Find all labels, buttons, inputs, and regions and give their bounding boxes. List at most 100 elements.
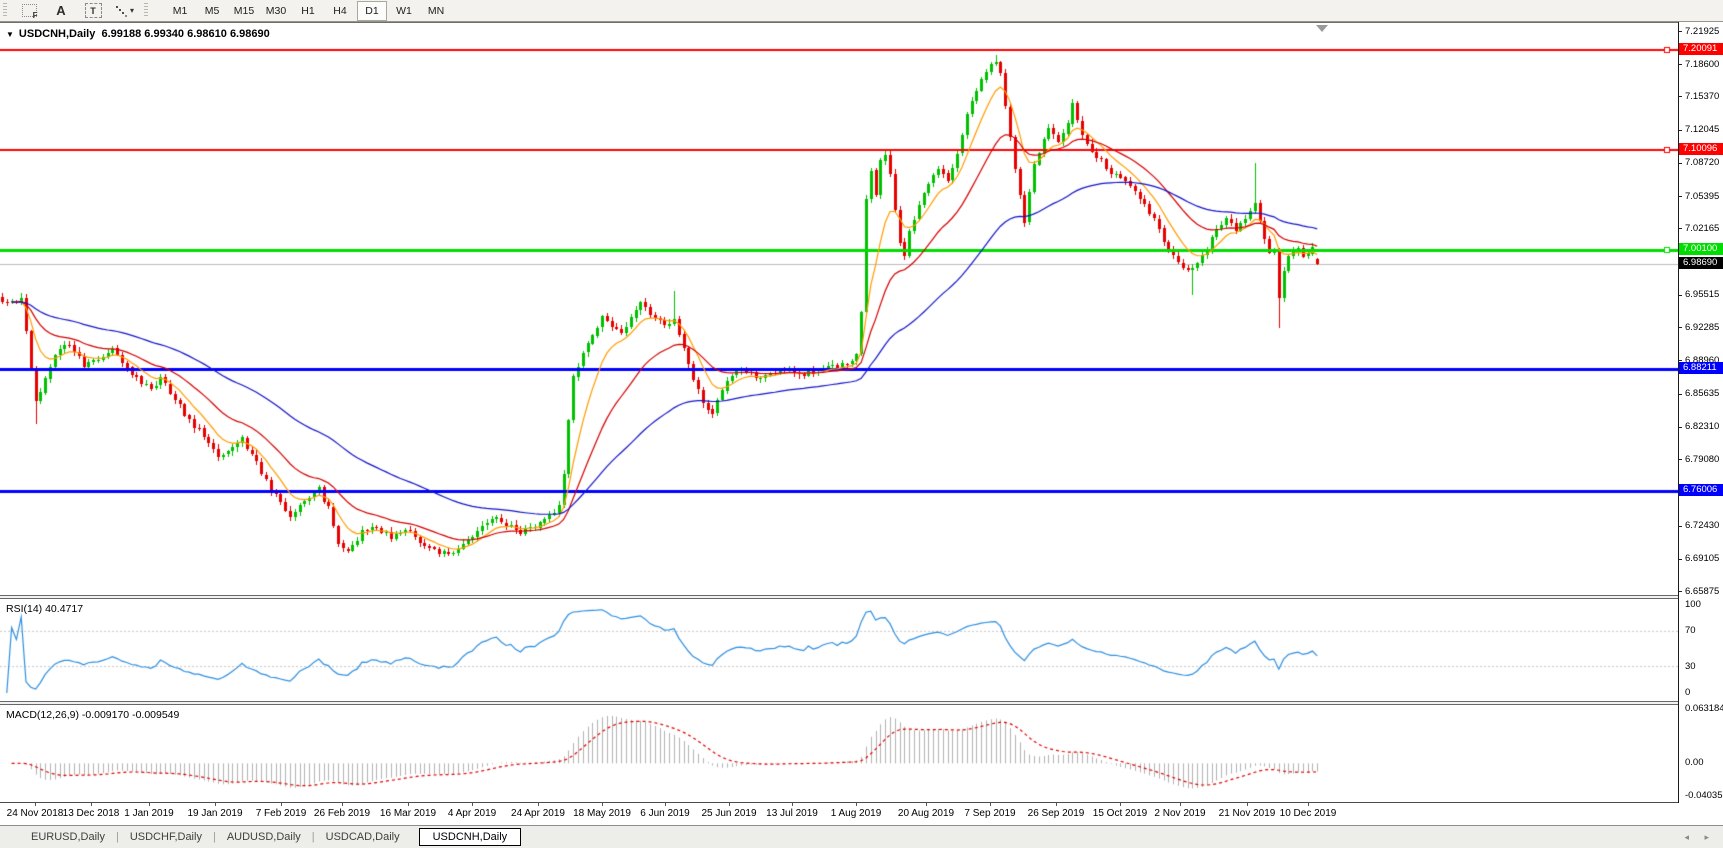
price-axis-label: 7.05395 xyxy=(1685,191,1720,202)
timeframe-button-m15[interactable]: M15 xyxy=(233,4,255,17)
date-axis-tick xyxy=(408,803,409,806)
tab-nav-left-icon[interactable]: ◂ xyxy=(1684,832,1689,842)
price-axis-tick xyxy=(1679,394,1682,395)
ohlc-close: 6.98690 xyxy=(229,28,270,40)
timeframe-button-m1[interactable]: M1 xyxy=(172,4,188,17)
price-axis-label: 7.02165 xyxy=(1685,223,1720,234)
price-axis-label: 6.69105 xyxy=(1685,553,1720,564)
date-axis-tick xyxy=(35,803,36,806)
price-axis-label: 6.72430 xyxy=(1685,520,1720,531)
price-chart[interactable] xyxy=(0,24,1678,595)
date-axis-tick xyxy=(665,803,666,806)
date-axis-tick xyxy=(792,803,793,806)
date-axis-tick xyxy=(472,803,473,806)
date-axis-label: 15 Oct 2019 xyxy=(1092,808,1148,819)
date-axis-tick xyxy=(215,803,216,806)
timeframe-button-h4[interactable]: H4 xyxy=(333,4,347,17)
price-level-badge[interactable]: 7.10096 xyxy=(1679,143,1723,155)
timeframe-button-h1[interactable]: H1 xyxy=(301,4,315,17)
price-axis-tick xyxy=(1679,295,1682,296)
timeframe-button-d1[interactable]: D1 xyxy=(357,0,387,21)
toolbar-grip[interactable] xyxy=(3,3,7,18)
timeframe-button-w1[interactable]: W1 xyxy=(396,4,412,17)
date-axis-tick xyxy=(1247,803,1248,806)
price-axis-label: 6.92285 xyxy=(1685,322,1720,333)
rsi-chart[interactable] xyxy=(0,599,1678,701)
date-axis-label: 7 Sep 2019 xyxy=(964,808,1016,819)
template-box-icon: F xyxy=(21,4,38,20)
tab-nav-right-icon[interactable]: ▸ xyxy=(1704,832,1709,842)
date-axis-label: 6 Jun 2019 xyxy=(640,808,690,819)
price-axis-label: 7.15370 xyxy=(1685,91,1720,102)
macd-axis-label: -0.040355 xyxy=(1685,790,1723,801)
tab-usdchf-daily[interactable]: USDCHF,Daily xyxy=(129,831,202,843)
macd-axis-label: 0.00 xyxy=(1685,757,1704,768)
date-axis-label: 24 Apr 2019 xyxy=(511,808,565,819)
tab-separator: | xyxy=(311,831,315,843)
date-axis-label: 13 Jul 2019 xyxy=(766,808,818,819)
date-axis-label: 26 Feb 2019 xyxy=(313,808,371,819)
tab-separator: | xyxy=(115,831,119,843)
current-price-badge: 6.98690 xyxy=(1679,257,1723,269)
date-axis-label: 1 Jan 2019 xyxy=(124,808,174,819)
price-axis-label: 7.12045 xyxy=(1685,124,1720,135)
date-axis-tick xyxy=(538,803,539,806)
timeframe-button-mn[interactable]: MN xyxy=(427,4,445,17)
price-axis-tick xyxy=(1679,427,1682,428)
chevron-down-icon: ▾ xyxy=(129,6,134,15)
macd-chart[interactable] xyxy=(0,705,1678,802)
ohlc-low: 6.98610 xyxy=(187,28,227,40)
chart-shift-marker[interactable] xyxy=(1316,25,1328,32)
date-axis-tick xyxy=(990,803,991,806)
panel-separator[interactable] xyxy=(0,595,1678,599)
price-axis-tick xyxy=(1679,327,1682,328)
tab-eurusd-daily[interactable]: EURUSD,Daily xyxy=(31,831,105,843)
date-axis-tick xyxy=(1056,803,1057,806)
text-box-icon[interactable]: T xyxy=(83,2,103,20)
symbol-title: USDCNH,Daily xyxy=(18,28,96,40)
rsi-axis-label: 0 xyxy=(1685,687,1691,698)
date-axis-label: 20 Aug 2019 xyxy=(897,808,955,819)
price-axis[interactable]: 7.21925 7.18600 7.15370 7.12045 7.08720 7.053… xyxy=(1678,22,1723,803)
symbol-menu-icon[interactable]: ▼ xyxy=(6,30,14,39)
rsi-axis-label: 70 xyxy=(1685,625,1696,636)
date-axis-label: 16 Mar 2019 xyxy=(379,808,437,819)
date-axis-label: 1 Aug 2019 xyxy=(830,808,882,819)
price-level-badge[interactable]: 6.76006 xyxy=(1679,484,1723,496)
price-axis-tick xyxy=(1679,559,1682,560)
tab-usdcad-daily[interactable]: USDCAD,Daily xyxy=(325,831,400,843)
diagonal-dots-icon xyxy=(115,5,118,8)
macd-axis-label: 0.063184 xyxy=(1685,703,1723,714)
date-axis-tick xyxy=(1120,803,1121,806)
date-axis-tick xyxy=(602,803,603,806)
toolbar-grip[interactable] xyxy=(144,3,148,18)
price-axis-tick xyxy=(1679,163,1682,164)
date-axis-tick xyxy=(281,803,282,806)
rsi-axis-label: 30 xyxy=(1685,661,1696,672)
date-axis-tick xyxy=(149,803,150,806)
price-axis-tick xyxy=(1679,31,1682,32)
date-axis-label: 10 Dec 2019 xyxy=(1279,808,1337,819)
price-level-badge[interactable]: 7.20091 xyxy=(1679,43,1723,55)
tab-usdcnh-daily[interactable]: USDCNH,Daily xyxy=(418,828,522,846)
tab-audusd-daily[interactable]: AUDUSD,Daily xyxy=(226,831,301,843)
price-level-badge[interactable]: 6.88211 xyxy=(1679,362,1723,374)
date-axis-label: 26 Sep 2019 xyxy=(1027,808,1085,819)
date-axis-label: 7 Feb 2019 xyxy=(255,808,307,819)
price-axis-label: 6.85635 xyxy=(1685,388,1720,399)
chart-template-icon[interactable]: F xyxy=(19,2,39,20)
timeframe-button-m5[interactable]: M5 xyxy=(204,4,220,17)
date-axis-tick xyxy=(856,803,857,806)
panel-separator[interactable] xyxy=(0,701,1678,705)
price-axis-tick xyxy=(1679,360,1682,361)
date-axis[interactable]: 24 Nov 2018 13 Dec 2018 1 Jan 2019 19 Jan 2… xyxy=(0,803,1723,825)
date-axis-tick xyxy=(342,803,343,806)
timeframe-button-m30[interactable]: M30 xyxy=(265,4,287,17)
rsi-indicator-label: RSI(14) 40.4717 xyxy=(6,603,84,615)
price-level-badge[interactable]: 7.00100 xyxy=(1679,243,1723,255)
timeframe-button-group: M1 M5 M15 M30 H1 H4 D1 W1 MN xyxy=(164,0,452,21)
cursor-objects-icon[interactable]: ▾ xyxy=(115,2,135,20)
date-axis-label: 18 May 2019 xyxy=(573,808,631,819)
text-label-icon[interactable]: A xyxy=(56,3,66,18)
ohlc-high: 6.99340 xyxy=(144,28,185,40)
